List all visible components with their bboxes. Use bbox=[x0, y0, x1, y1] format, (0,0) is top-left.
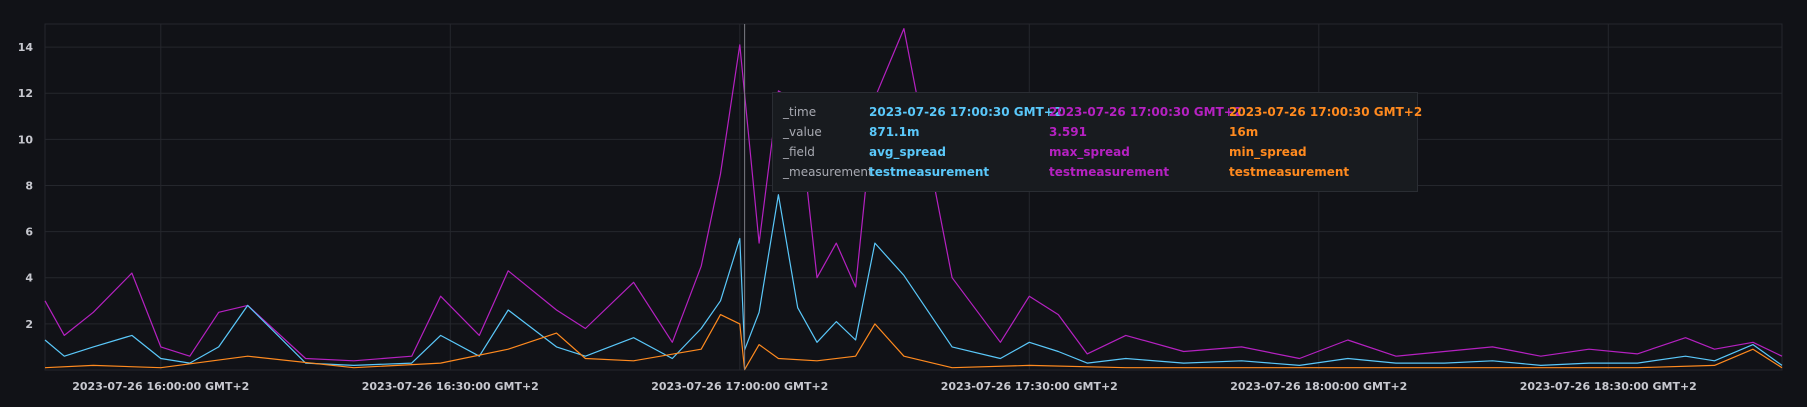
tooltip-key-measurement: _measurement bbox=[783, 165, 873, 179]
tooltip-row-time: _time 2023-07-26 17:00:30 GMT+2 2023-07-… bbox=[783, 103, 1422, 121]
y-tick-label: 12 bbox=[18, 87, 33, 100]
x-tick-label: 2023-07-26 17:00:00 GMT+2 bbox=[651, 380, 828, 393]
x-tick-label: 2023-07-26 16:30:00 GMT+2 bbox=[362, 380, 539, 393]
hover-tooltip: _time 2023-07-26 17:00:30 GMT+2 2023-07-… bbox=[772, 92, 1422, 192]
y-tick-label: 10 bbox=[18, 133, 34, 146]
tooltip-avg-measurement: testmeasurement bbox=[869, 165, 990, 179]
x-tick-label: 2023-07-26 18:30:00 GMT+2 bbox=[1520, 380, 1697, 393]
y-tick-label: 4 bbox=[25, 272, 33, 285]
tooltip-max-time: 2023-07-26 17:00:30 GMT+2 bbox=[1049, 105, 1243, 119]
series-line-max-spread bbox=[44, 28, 1783, 362]
y-tick-label: 2 bbox=[25, 318, 33, 331]
tooltip-key-time: _time bbox=[783, 105, 817, 119]
y-tick-label: 8 bbox=[25, 179, 33, 192]
tooltip-row-value: _value 871.1m 3.591 16m bbox=[783, 123, 1403, 141]
tooltip-avg-time: 2023-07-26 17:00:30 GMT+2 bbox=[869, 105, 1063, 119]
y-tick-label: 6 bbox=[25, 226, 33, 239]
tooltip-row-measurement: _measurement testmeasurement testmeasure… bbox=[783, 163, 1403, 181]
tooltip-min-measurement: testmeasurement bbox=[1229, 165, 1350, 179]
plot-area bbox=[44, 23, 1783, 371]
tooltip-min-time: 2023-07-26 17:00:30 GMT+2 bbox=[1229, 105, 1423, 119]
y-tick-label: 14 bbox=[18, 41, 34, 54]
x-tick-label: 2023-07-26 17:30:00 GMT+2 bbox=[941, 380, 1118, 393]
x-tick-label: 2023-07-26 16:00:00 GMT+2 bbox=[72, 380, 249, 393]
tooltip-avg-value: 871.1m bbox=[869, 125, 920, 139]
tooltip-min-value: 16m bbox=[1229, 125, 1259, 139]
tooltip-key-field: _field bbox=[783, 145, 815, 159]
series-line-avg-spread bbox=[44, 194, 1783, 366]
tooltip-max-field: max_spread bbox=[1049, 145, 1130, 159]
x-tick-label: 2023-07-26 18:00:00 GMT+2 bbox=[1230, 380, 1407, 393]
tooltip-min-field: min_spread bbox=[1229, 145, 1307, 159]
tooltip-key-value: _value bbox=[783, 125, 822, 139]
series-line-min-spread bbox=[44, 314, 1783, 371]
tooltip-avg-field: avg_spread bbox=[869, 145, 946, 159]
tooltip-max-measurement: testmeasurement bbox=[1049, 165, 1170, 179]
tooltip-max-value: 3.591 bbox=[1049, 125, 1087, 139]
tooltip-row-field: _field avg_spread max_spread min_spread bbox=[783, 143, 1403, 161]
